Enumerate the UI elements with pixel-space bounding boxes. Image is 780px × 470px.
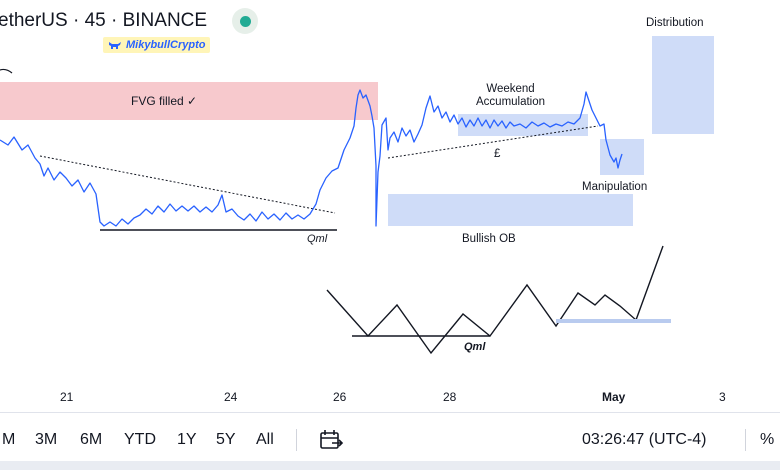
price-chart[interactable]	[0, 0, 780, 412]
timezone-clock[interactable]: 03:26:47 (UTC-4)	[582, 431, 707, 448]
range-5y-button[interactable]: 5Y	[216, 431, 236, 448]
distribution-label: Distribution	[646, 17, 704, 29]
weekend-accumulation-label: Weekend Accumulation	[476, 83, 546, 108]
dotted-trendline-left	[39, 155, 336, 214]
price-series	[0, 89, 623, 227]
range-1y-button[interactable]: 1Y	[177, 431, 197, 448]
market-status-indicator[interactable]	[232, 8, 258, 34]
x-axis-label-24: 24	[224, 390, 238, 404]
manipulation-label: Manipulation	[582, 181, 648, 193]
distribution-zone	[652, 36, 714, 134]
dotted-trendline-right	[387, 125, 599, 159]
symbol-title[interactable]: etherUS · 45 · BINANCE	[0, 10, 208, 31]
calendar-range-icon[interactable]	[318, 429, 344, 451]
fvg-label: FVG filled ✓	[131, 94, 198, 108]
axis-divider	[0, 412, 780, 413]
weekend-accumulation-zone	[458, 114, 588, 136]
range-6m-button[interactable]: 6M	[80, 431, 103, 448]
x-axis-label-28: 28	[443, 390, 457, 404]
range-all-button[interactable]: All	[256, 431, 274, 448]
x-axis-label-26: 26	[333, 390, 347, 404]
bull-icon	[109, 42, 121, 49]
range-ytd-button[interactable]: YTD	[124, 431, 156, 448]
fvg-zone	[0, 82, 378, 120]
chart-header: etherUS · 45 · BINANCE	[0, 6, 207, 36]
toolbar-divider	[296, 429, 297, 451]
percent-scale-button[interactable]: %	[760, 431, 775, 448]
bullish-ob-zone	[388, 194, 633, 226]
author-tag[interactable]: MikybullCrypto	[103, 37, 211, 53]
x-axis-label-3: 3	[719, 390, 726, 404]
author-name: MikybullCrypto	[126, 39, 206, 51]
bottom-strip	[0, 461, 780, 470]
left-arrow-icon	[0, 68, 13, 74]
x-axis-label-21: 21	[60, 390, 74, 404]
range-m-button[interactable]: M	[2, 431, 16, 448]
pound-label: £	[494, 148, 501, 160]
schematic-pattern	[326, 245, 664, 355]
x-axis-label-may: May	[602, 390, 626, 404]
bullish-ob-label: Bullish OB	[462, 233, 516, 245]
qml-top-label: Qml	[307, 233, 328, 245]
bottom-toolbar: M 3M 6M YTD 1Y 5Y All 03:26:47 (UTC-4) %	[0, 413, 780, 461]
toolbar-divider-right	[745, 429, 746, 451]
live-status-icon	[239, 15, 251, 27]
range-3m-button[interactable]: 3M	[35, 431, 58, 448]
qml-bottom-label: Qml	[464, 341, 486, 353]
